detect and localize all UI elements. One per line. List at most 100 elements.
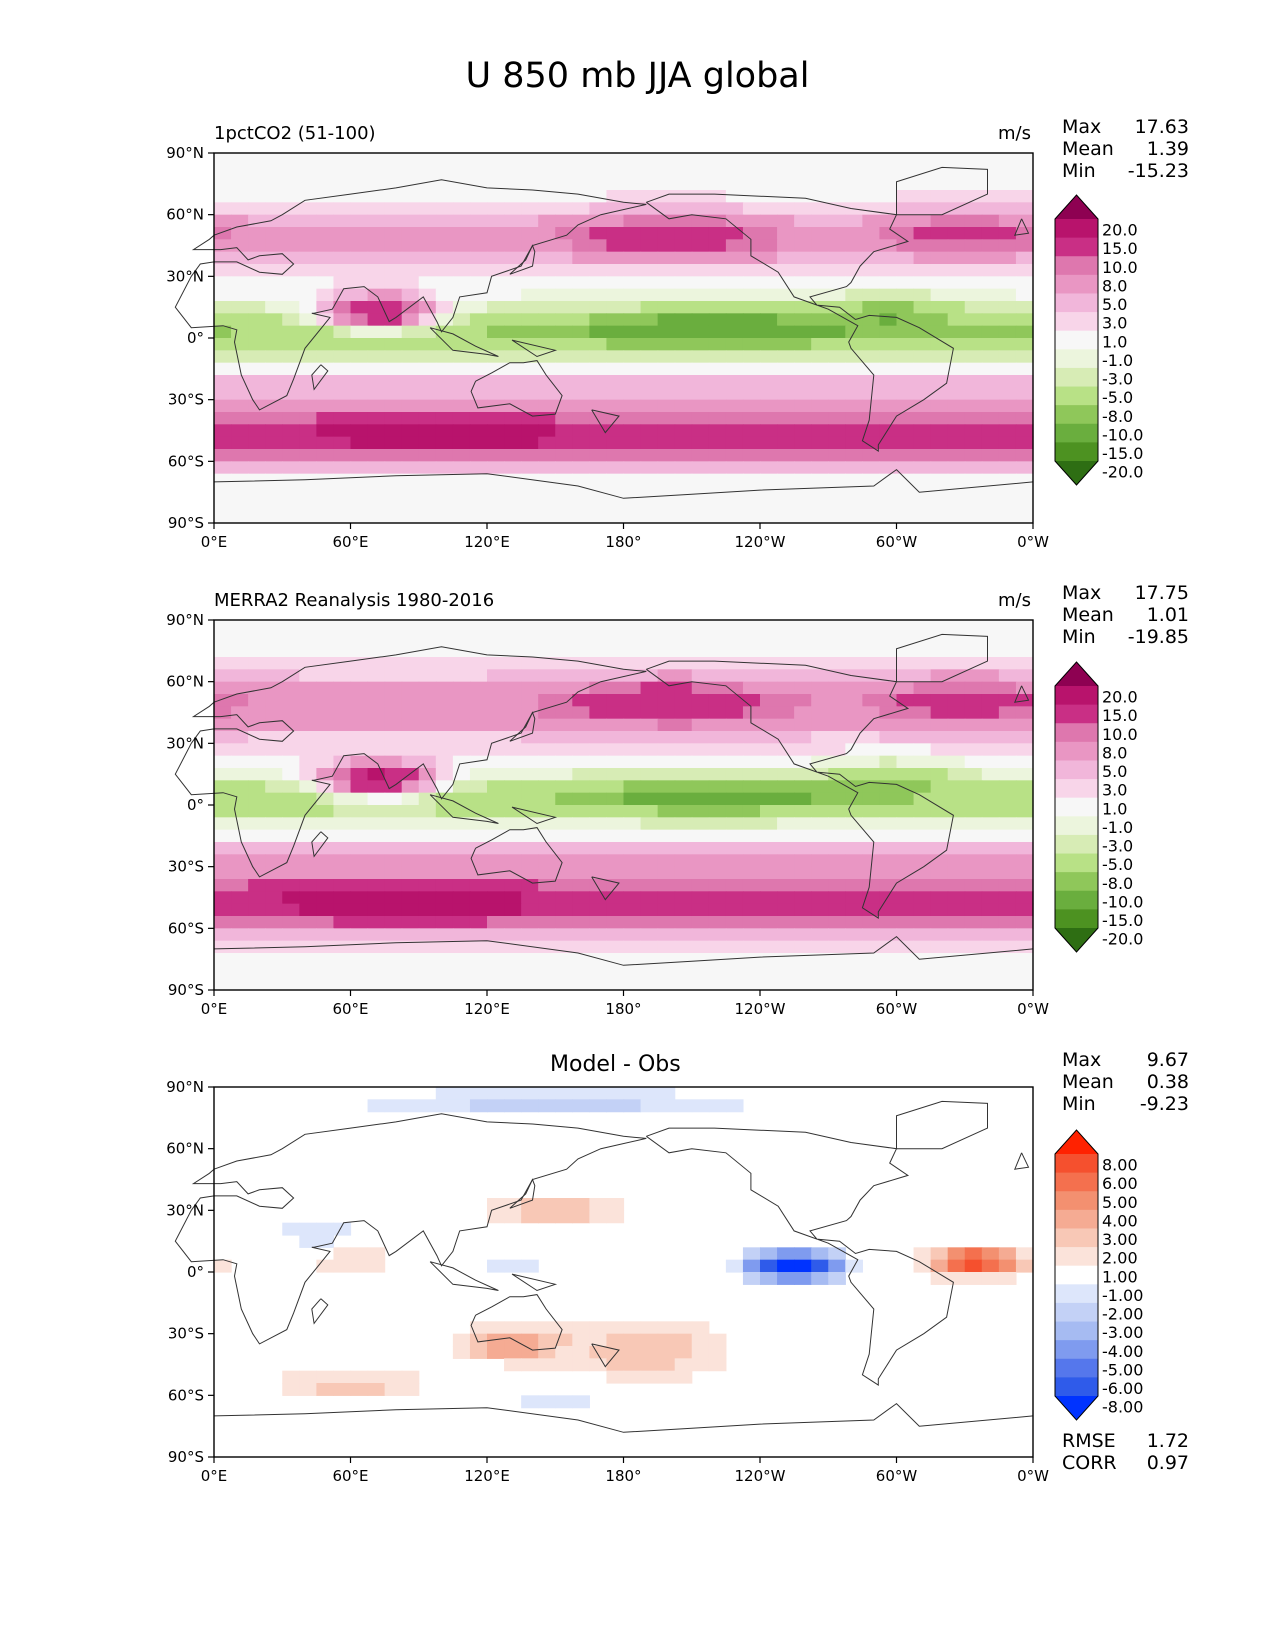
field-cell: [691, 338, 710, 351]
field-cell: [657, 1099, 676, 1113]
field-cell: [401, 436, 420, 450]
field-cell: [452, 190, 471, 203]
field-cell: [657, 251, 676, 265]
field-cell: [674, 177, 693, 191]
field-cell: [350, 227, 369, 240]
field-cell: [811, 227, 829, 240]
field-cell: [504, 1358, 522, 1372]
field-cell: [572, 177, 590, 191]
field-cell: [828, 325, 846, 339]
field-cell: [606, 1198, 625, 1211]
field-cell: [777, 239, 795, 253]
field-cell: [265, 399, 283, 413]
field-cell: [708, 202, 727, 216]
field-cell: [469, 362, 488, 376]
field-cell: [742, 288, 761, 302]
field-cell: [998, 313, 1017, 327]
field-cell: [606, 325, 625, 339]
field-cell: [282, 338, 300, 351]
field-cell: [1015, 177, 1034, 191]
field-cell: [265, 362, 283, 376]
field-cell: [572, 202, 590, 216]
field-cell: [367, 202, 386, 216]
field-cell: [862, 214, 881, 228]
field-cell: [469, 325, 488, 339]
field-cell: [623, 473, 642, 487]
field-cell: [367, 227, 386, 240]
field-cell: [555, 1395, 573, 1409]
field-cell: [708, 153, 727, 166]
field-cell: [469, 276, 488, 290]
field-cell: [811, 399, 829, 413]
field-cell: [708, 177, 727, 191]
field-cell: [589, 264, 608, 277]
field-cell: [384, 424, 403, 438]
field-cell: [947, 276, 966, 290]
field-cell: [708, 338, 727, 351]
field-cell: [333, 227, 352, 240]
field-cell: [521, 399, 539, 413]
field-cell: [623, 202, 642, 216]
colorbar-bin: [1055, 1247, 1098, 1267]
field-cell: [674, 473, 693, 487]
field-cell: [657, 165, 676, 179]
field-cell: [691, 264, 710, 277]
field-cell: [589, 338, 608, 351]
field-cell: [998, 399, 1017, 413]
field-cell: [487, 301, 505, 314]
field-cell: [555, 1087, 573, 1100]
field-cell: [674, 214, 693, 228]
field-cell: [572, 1099, 590, 1113]
field-cell: [452, 350, 471, 364]
field-cell: [248, 449, 266, 462]
field-cell: [981, 1247, 1000, 1261]
map-1pctco2: 90°N60°N30°N0°30°S60°S90°S0°E 60°E 120°E 18…: [166, 144, 1143, 551]
field-cell: [418, 449, 437, 462]
field-cell: [794, 449, 812, 462]
field-cell: [469, 1087, 488, 1100]
field-cell: [333, 264, 352, 277]
field-cell: [248, 436, 266, 450]
field-cell: [367, 486, 386, 499]
field-cell: [316, 190, 335, 203]
field-cell: [964, 1259, 983, 1273]
field-cell: [760, 276, 778, 290]
field-cell: [708, 264, 727, 277]
field-cell: [998, 214, 1017, 228]
field-cell: [742, 165, 761, 179]
field-cell: [725, 264, 744, 277]
field-cell: [674, 313, 693, 327]
field-cell: [384, 165, 403, 179]
field-cell: [862, 375, 881, 388]
field-cell: [725, 177, 744, 191]
field-cell: [504, 1210, 522, 1224]
field-cell: [964, 350, 983, 364]
field-cell: [913, 1259, 932, 1273]
field-cell: [384, 387, 403, 401]
field-cell: [845, 239, 863, 253]
field-cell: [811, 449, 829, 462]
field-cell: [998, 362, 1017, 376]
field-cell: [265, 313, 283, 327]
field-cell: [469, 412, 488, 425]
field-cell: [913, 153, 932, 166]
field-cell: [214, 190, 232, 203]
field-cell: [572, 264, 590, 277]
field-cell: [231, 412, 249, 425]
field-cell: [794, 1247, 812, 1261]
field-cell: [384, 436, 403, 450]
field-cell: [623, 436, 642, 450]
field-cell: [538, 325, 556, 339]
field-cell: [862, 288, 881, 302]
field-cell: [316, 239, 335, 253]
field-cell: [367, 362, 386, 376]
field-cell: [674, 387, 693, 401]
field-cell: [231, 436, 249, 450]
field-cell: [760, 399, 778, 413]
field-cell: [691, 1358, 710, 1372]
field-cell: [794, 412, 812, 425]
field-cell: [299, 227, 317, 240]
field-cell: [521, 190, 539, 203]
field-cell: [367, 436, 386, 450]
field-cell: [981, 301, 1000, 314]
